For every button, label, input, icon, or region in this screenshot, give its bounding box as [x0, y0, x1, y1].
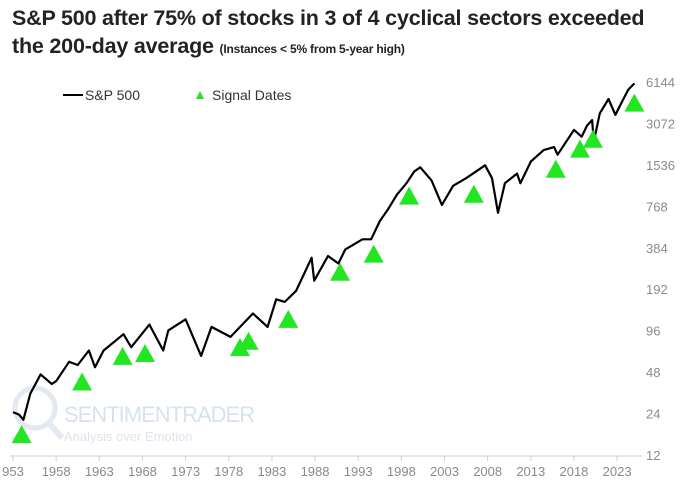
title-line-2-text: the 200-day average: [12, 34, 214, 58]
signal-date-marker: [112, 346, 133, 365]
x-tick-label: 2013: [516, 464, 545, 479]
x-tick-label: 1988: [301, 464, 330, 479]
signal-date-marker: [229, 338, 250, 357]
signal-date-marker: [582, 129, 603, 148]
x-tick-label: 1978: [214, 464, 243, 479]
signal-date-marker: [278, 309, 299, 328]
watermark-magnifier-handle: [45, 420, 65, 440]
legend: S&P 500 Signal Dates: [63, 87, 291, 103]
y-tick-label: 24: [646, 407, 660, 422]
y-tick-label: 192: [646, 282, 668, 297]
signal-date-marker: [72, 372, 93, 391]
signal-date-marker: [463, 184, 484, 203]
signal-date-marker: [330, 262, 351, 281]
y-tick-label: 384: [646, 241, 668, 256]
x-tick-label: 1993: [344, 464, 373, 479]
signal-date-marker: [363, 244, 384, 263]
legend-triangle-icon: [196, 91, 204, 99]
watermark: SENTIMENTRADER Analysis over Emotion: [12, 385, 255, 444]
x-tick-label: 1983: [257, 464, 286, 479]
x-tick-label: 1973: [171, 464, 200, 479]
signal-date-marker: [624, 93, 645, 112]
signal-date-marker: [545, 159, 566, 178]
signal-date-marker: [399, 186, 420, 205]
chart-title: S&P 500 after 75% of stocks in 3 of 4 cy…: [12, 4, 645, 63]
y-tick-label: 96: [646, 324, 660, 339]
y-tick-label: 3072: [646, 116, 675, 131]
x-tick-label: 2018: [559, 464, 588, 479]
title-line-1: S&P 500 after 75% of stocks in 3 of 4 cy…: [12, 6, 645, 30]
y-tick-label: 48: [646, 365, 660, 380]
title-line-2: the 200-day average (Instances < 5% from…: [12, 32, 644, 63]
x-tick-label: 2023: [603, 464, 632, 479]
legend-sp500: S&P 500: [85, 87, 140, 103]
y-tick-label: 12: [646, 448, 660, 463]
signal-date-marker: [11, 425, 32, 444]
x-tick-label: 2008: [473, 464, 502, 479]
x-tick-label: 1963: [85, 464, 114, 479]
x-tick-label: 1998: [387, 464, 416, 479]
signal-date-marker: [238, 331, 259, 350]
sp500-line: [12, 82, 636, 421]
x-tick-label: 2003: [430, 464, 459, 479]
watermark-magnifier-icon: [12, 385, 58, 431]
x-tick-label: 1958: [42, 464, 71, 479]
watermark-brand: SENTIMENTRADER: [64, 402, 254, 427]
legend-signal-dates: Signal Dates: [212, 87, 291, 103]
y-tick-label: 1536: [646, 158, 675, 173]
y-tick-label: 768: [646, 199, 668, 214]
y-tick-label: 6144: [646, 75, 675, 90]
x-tick-label: 953: [2, 464, 24, 479]
watermark-tagline: Analysis over Emotion: [64, 429, 193, 444]
signal-date-marker: [135, 344, 156, 363]
chart-subtitle: (Instances < 5% from 5-year high): [219, 42, 405, 56]
x-tick-label: 1968: [128, 464, 157, 479]
signal-date-marker: [569, 139, 590, 158]
